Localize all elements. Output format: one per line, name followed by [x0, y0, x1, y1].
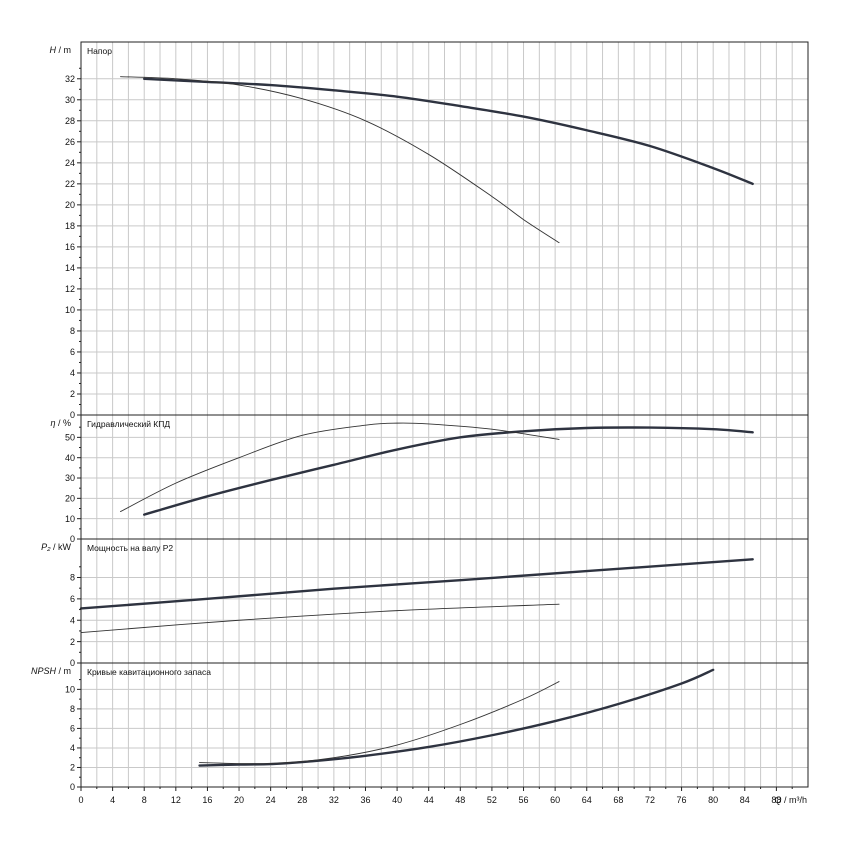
x-tick-label: 84 — [740, 795, 750, 805]
npsh-y-tick-label: 10 — [65, 685, 75, 695]
efficiency-y-tick-label: 0 — [70, 534, 75, 544]
head-y-axis-label: H / m — [50, 45, 72, 55]
x-tick-label: 68 — [613, 795, 623, 805]
head-y-tick-label: 22 — [65, 179, 75, 189]
head-panel-title: Напор — [87, 46, 112, 56]
efficiency-y-tick-label: 40 — [65, 453, 75, 463]
npsh-curve-thick — [198, 668, 715, 767]
head-y-tick-label: 28 — [65, 116, 75, 126]
efficiency-y-axis-symbol: η — [50, 418, 55, 428]
efficiency-y-axis-label: η / % — [50, 418, 71, 428]
x-tick-label: 80 — [708, 795, 718, 805]
x-axis-symbol: Q — [774, 795, 781, 805]
head-y-tick-label: 14 — [65, 263, 75, 273]
x-tick-label: 20 — [234, 795, 244, 805]
head-y-tick-label: 4 — [70, 368, 75, 378]
x-tick-label: 12 — [171, 795, 181, 805]
npsh-y-axis-symbol: NPSH — [31, 666, 57, 676]
npsh-y-tick-label: 6 — [70, 724, 75, 734]
x-axis-label: Q / m³/h — [774, 795, 807, 805]
x-tick-label: 64 — [582, 795, 592, 805]
head-y-tick-label: 30 — [65, 95, 75, 105]
efficiency-curve-thin — [120, 422, 560, 513]
power-panel-title: Мощность на валу P2 — [87, 543, 173, 553]
x-tick-label: 36 — [360, 795, 370, 805]
head-y-axis-symbol: H — [50, 45, 57, 55]
x-tick-label: 52 — [487, 795, 497, 805]
efficiency-y-tick-label: 30 — [65, 473, 75, 483]
x-tick-label: 8 — [142, 795, 147, 805]
x-tick-label: 40 — [392, 795, 402, 805]
head-y-tick-label: 12 — [65, 284, 75, 294]
power-y-axis-unit: / kW — [51, 542, 72, 552]
x-tick-label: 76 — [677, 795, 687, 805]
npsh-y-axis-unit: / m — [56, 666, 71, 676]
x-tick-label: 60 — [550, 795, 560, 805]
power-curve-thick — [79, 558, 754, 610]
head-curve-thick — [143, 77, 754, 186]
head-y-tick-label: 2 — [70, 389, 75, 399]
power-curve-thin — [80, 603, 560, 633]
npsh-y-tick-label: 2 — [70, 763, 75, 773]
npsh-y-tick-label: 0 — [70, 782, 75, 792]
x-tick-label: 0 — [78, 795, 83, 805]
efficiency-y-tick-label: 20 — [65, 494, 75, 504]
x-tick-label: 72 — [645, 795, 655, 805]
head-y-tick-label: 10 — [65, 305, 75, 315]
head-y-tick-label: 8 — [70, 326, 75, 336]
npsh-curve-thin — [199, 681, 560, 765]
head-y-tick-label: 26 — [65, 137, 75, 147]
head-y-tick-label: 16 — [65, 242, 75, 252]
efficiency-curve-thick — [143, 426, 754, 516]
x-tick-label: 88 — [771, 795, 781, 805]
grid-layer — [81, 42, 808, 787]
curve-layer — [79, 76, 754, 767]
npsh-y-axis-label: NPSH / m — [31, 666, 71, 676]
power-y-tick-label: 6 — [70, 594, 75, 604]
npsh-panel-title: Кривые кавитационного запаса — [87, 667, 211, 677]
x-axis-unit: / m³/h — [781, 795, 807, 805]
head-y-tick-label: 24 — [65, 158, 75, 168]
efficiency-panel-title: Гидравлический КПД — [87, 419, 170, 429]
power-y-tick-label: 4 — [70, 615, 75, 625]
x-tick-label: 56 — [519, 795, 529, 805]
x-tick-label: 24 — [266, 795, 276, 805]
efficiency-y-tick-label: 50 — [65, 433, 75, 443]
power-y-tick-label: 8 — [70, 573, 75, 583]
head-curve-thin — [120, 76, 560, 244]
head-y-tick-label: 6 — [70, 347, 75, 357]
efficiency-y-tick-label: 10 — [65, 514, 75, 524]
power-y-tick-label: 2 — [70, 637, 75, 647]
x-tick-label: 48 — [455, 795, 465, 805]
power-y-axis-label: P₂ / kW — [41, 542, 71, 552]
head-y-tick-label: 0 — [70, 410, 75, 420]
head-y-axis-unit: / m — [56, 45, 71, 55]
x-tick-label: 32 — [329, 795, 339, 805]
npsh-y-tick-label: 8 — [70, 704, 75, 714]
power-y-axis-symbol: P₂ — [41, 542, 51, 552]
head-y-tick-label: 18 — [65, 221, 75, 231]
x-tick-label: 4 — [110, 795, 115, 805]
x-tick-label: 16 — [202, 795, 212, 805]
frame-layer — [77, 41, 809, 791]
npsh-y-tick-label: 4 — [70, 743, 75, 753]
efficiency-y-axis-unit: / % — [55, 418, 71, 428]
x-tick-label: 28 — [297, 795, 307, 805]
head-y-tick-label: 32 — [65, 74, 75, 84]
x-tick-label: 44 — [424, 795, 434, 805]
power-y-tick-label: 0 — [70, 658, 75, 668]
head-y-tick-label: 20 — [65, 200, 75, 210]
